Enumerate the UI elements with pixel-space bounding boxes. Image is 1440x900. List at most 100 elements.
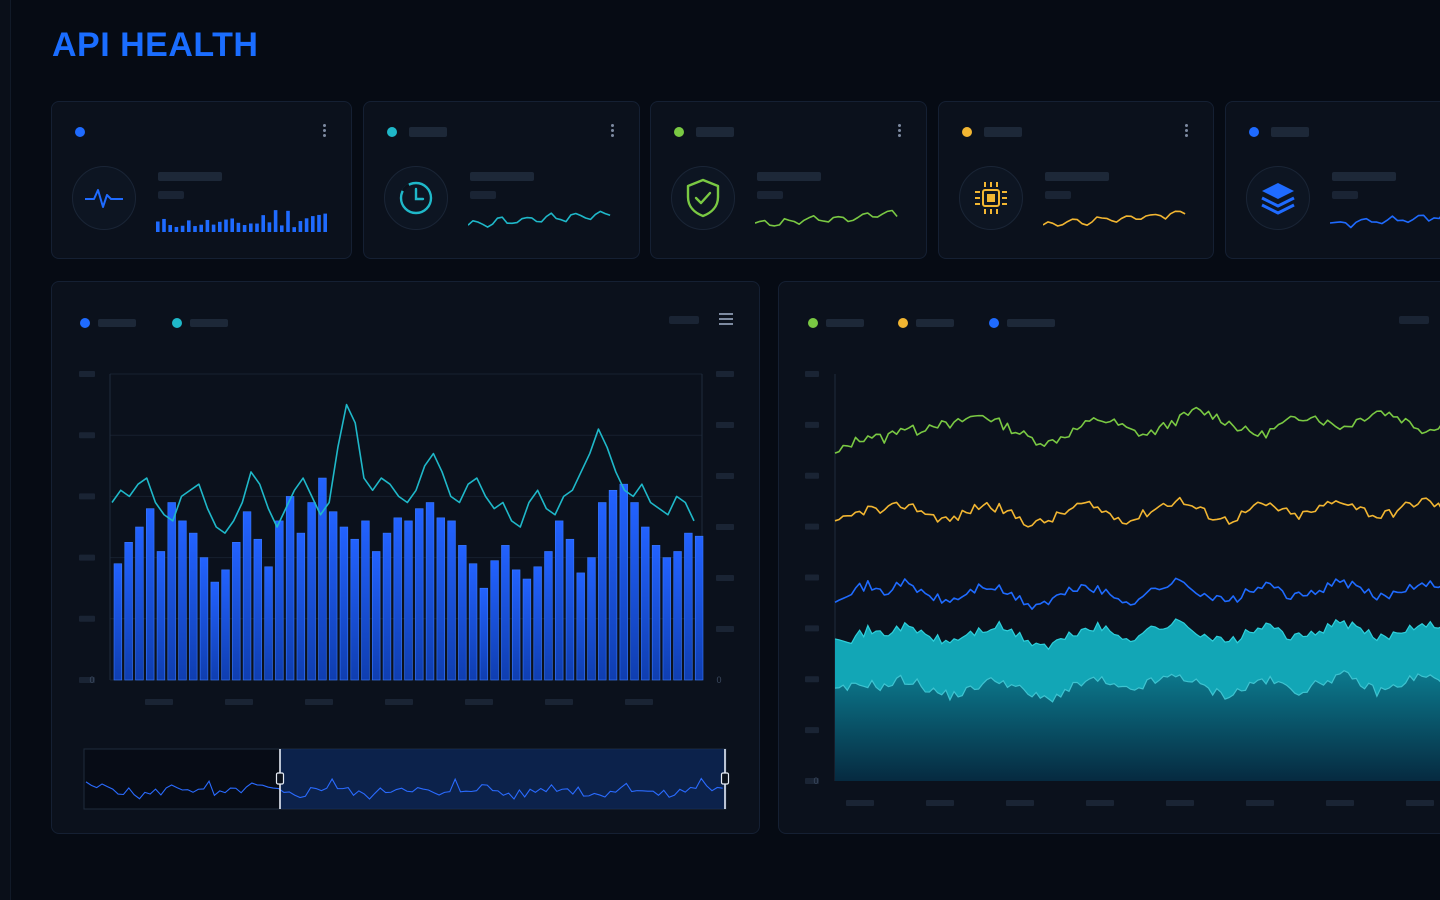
y-tick-placeholder [805,676,819,683]
y-tick-placeholder [805,574,819,581]
bar [113,563,123,681]
x-tick-placeholder [1086,800,1114,806]
spark-bar [211,224,216,232]
bar [307,502,316,681]
spark-bar [193,226,197,232]
spark-line [468,210,611,228]
y-tick-placeholder [805,778,819,784]
sparkline [156,210,327,232]
y-tick-placeholder [805,523,819,530]
legend-dot-blue [989,318,999,328]
bar [630,502,639,681]
legend-dot-yellow [898,318,908,328]
y2-tick-placeholder [716,524,734,530]
bar [662,557,672,681]
spark-line [1043,210,1186,227]
kebab-menu-icon[interactable] [317,124,331,140]
spark-bar [249,223,253,232]
range-selector[interactable] [669,316,699,324]
spark-line [755,209,898,227]
range-selector-right[interactable] [1399,316,1429,324]
bar [189,532,198,681]
bar [264,566,273,681]
x-tick-placeholder [1406,800,1434,806]
bar [199,557,209,681]
spark-bar [323,213,327,232]
bar [210,581,219,681]
kpi-card-4[interactable] [938,101,1214,259]
bar [242,511,252,681]
menu-icon[interactable] [719,313,733,325]
navigator-handle-right [720,772,730,785]
bar [468,563,478,681]
area-upper-edge [834,618,1440,651]
legend-item-2[interactable] [172,314,228,328]
spark-bar [156,221,160,232]
y-tick-placeholder [79,554,95,561]
kebab-menu-icon[interactable] [892,124,906,140]
status-dot [387,127,397,137]
bar [673,551,682,681]
spark-bar [230,218,234,232]
x-tick-placeholder [465,699,493,705]
x-tick-placeholder [1166,800,1194,806]
spark-bar [218,221,222,232]
bar [651,545,661,681]
latency-chart-panel: 0 [778,281,1440,834]
metric-label [757,172,821,181]
legend-item-yellow[interactable] [898,314,954,328]
navigator-selection [280,749,726,809]
spark-bar [187,220,191,232]
spark-bar [180,225,185,232]
card-label [984,127,1022,137]
y-tick-placeholder [805,421,819,428]
bar [135,526,144,681]
spark-bar [261,215,265,232]
bar [382,532,392,681]
bar [479,587,489,681]
y2-tick-zero: 0 [716,675,721,685]
y-tick-placeholder [805,371,819,377]
kpi-card-3[interactable] [650,101,927,259]
kebab-menu-icon[interactable] [605,124,619,140]
legend-item-green[interactable] [808,314,864,328]
sparkline [468,210,611,228]
kpi-card-5[interactable] [1225,101,1440,259]
bar [339,526,349,681]
y-tick-placeholder [79,677,95,683]
metric-sublabel [1332,191,1358,199]
bar [372,551,381,681]
legend-item-blue[interactable] [989,314,1055,328]
bar [511,569,521,681]
legend-dot-green [808,318,818,328]
spark-bar [205,219,210,232]
spark-bar [236,222,241,232]
kpi-card-2[interactable] [363,101,640,259]
legend-item-1[interactable] [80,314,136,328]
spark-bar [267,222,272,232]
bar [167,502,176,681]
card-label [696,127,734,137]
bar [619,483,628,681]
bar [641,526,650,681]
bar [275,520,284,681]
kpi-card-1[interactable] [51,101,352,259]
bar [178,520,187,681]
card-label [1271,127,1309,137]
y2-tick-placeholder [716,371,734,377]
y-tick-placeholder [79,432,95,439]
heartbeat-icon [72,166,136,230]
sparkline [1330,214,1440,229]
bar [436,517,445,681]
spark-bar [224,219,228,232]
bar [522,578,532,681]
y2-tick-placeholder [716,473,734,479]
bar [576,572,585,681]
spark-bar [174,226,179,232]
metric-sublabel [1045,191,1071,199]
clock-icon [384,166,448,230]
bar [458,545,467,681]
spark-bar [304,218,309,232]
kebab-menu-icon[interactable] [1179,124,1193,140]
